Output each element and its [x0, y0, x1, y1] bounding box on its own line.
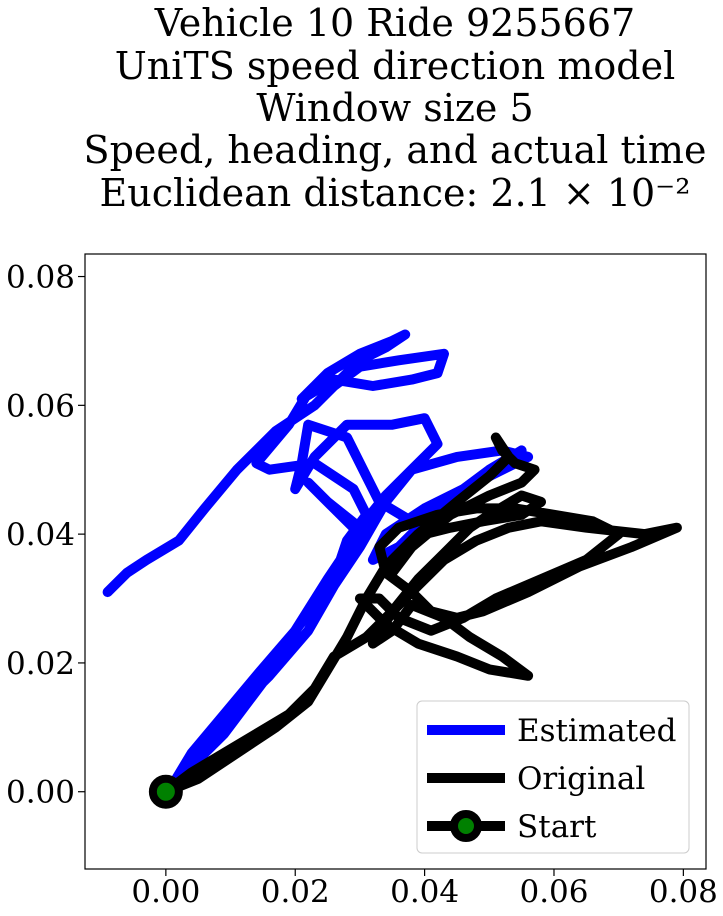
x-tick-label: 0.06: [519, 874, 588, 910]
chart-title-line-4: Speed, heading, and actual time: [84, 128, 707, 172]
y-tick-label: 0.06: [6, 388, 75, 424]
x-tick-label: 0.02: [261, 874, 330, 910]
start-point-marker: [148, 774, 183, 809]
y-tick-label: 0.04: [6, 517, 75, 553]
y-tick-label: 0.02: [6, 646, 75, 682]
x-tick-label: 0.08: [649, 874, 718, 910]
legend-marker-start: [450, 810, 482, 842]
legend-label-original: Original: [517, 761, 645, 797]
axes: 0.00 0.02 0.04 0.06 0.08 0.00 0.02 0.04 0.06 0.08: [6, 253, 718, 910]
chart-title-line-2: UniTS speed direction model: [115, 44, 675, 88]
plot-area: [102, 329, 682, 809]
legend-label-estimated: Estimated: [517, 713, 676, 749]
chart-title-line-5: Euclidean distance: 2.1 × 10⁻²: [100, 171, 691, 215]
legend-label-start: Start: [517, 809, 597, 845]
axes-frame: [84, 253, 707, 870]
y-tick-label: 0.08: [6, 260, 75, 296]
legend-box: [416, 700, 690, 854]
legend: Estimated Original Start: [416, 700, 690, 854]
x-tick-label: 0.04: [390, 874, 459, 910]
y-tick-label: 0.00: [6, 775, 75, 811]
chart-title: Vehicle 10 Ride 9255667 UniTS speed dire…: [84, 1, 707, 215]
series-line-original: [160, 432, 682, 797]
chart-title-line-3: Window size 5: [256, 86, 533, 130]
x-tick-label: 0.00: [131, 874, 200, 910]
chart-title-line-1: Vehicle 10 Ride 9255667: [154, 1, 635, 45]
